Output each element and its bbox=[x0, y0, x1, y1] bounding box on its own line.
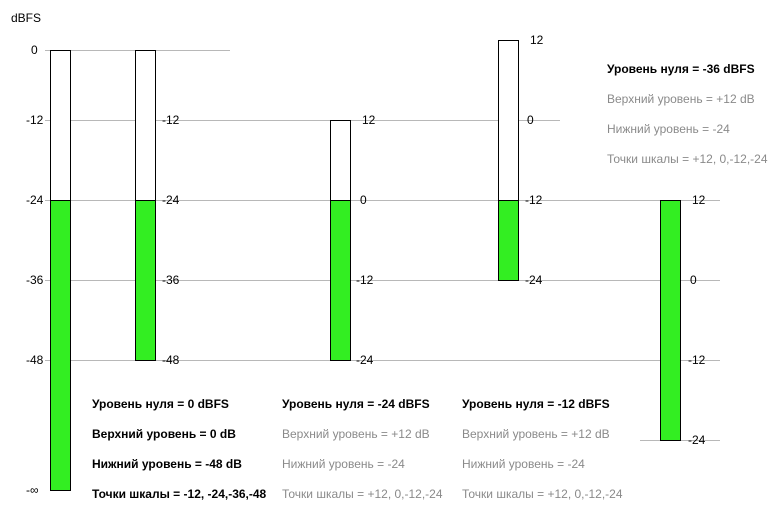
meter-4-tick-0: 12 bbox=[530, 33, 544, 47]
meter-2-tick-4: -48 bbox=[162, 353, 180, 367]
caption-a-zero-level: Уровень нуля = 0 dBFS bbox=[92, 397, 229, 411]
caption-b-zero-level: Уровень нуля = -24 dBFS bbox=[282, 397, 430, 411]
meter-2-tick-2: -24 bbox=[162, 193, 180, 207]
meter-3-tick-1: 0 bbox=[360, 193, 367, 207]
caption-b-scale-points: Точки шкалы = +12, 0,-12,-24 bbox=[282, 487, 443, 501]
meter-1: 0 -12 -24 -36 -48 -∞ bbox=[26, 43, 71, 497]
meter-5-tick-0: 12 bbox=[692, 193, 706, 207]
meter-1-tick-min: -∞ bbox=[26, 483, 39, 497]
caption-a-upper-level: Верхний уровень = 0 dB bbox=[92, 427, 236, 441]
meter-4-tick-3: -24 bbox=[525, 273, 543, 287]
meter-2: -12 -24 -36 -48 bbox=[135, 50, 180, 367]
caption-c-upper-level: Верхний уровень = +12 dB bbox=[462, 427, 610, 441]
axis-title: dBFS bbox=[11, 11, 41, 25]
meter-4-tick-1: 0 bbox=[527, 113, 534, 127]
caption-c-scale-points: Точки шкалы = +12, 0,-12,-24 bbox=[462, 487, 623, 501]
meter-5-fill bbox=[660, 200, 681, 441]
caption-a-scale-points: Точки шкалы = -12, -24,-36,-48 bbox=[92, 487, 267, 501]
caption-d-upper-level: Верхний уровень = +12 dB bbox=[607, 92, 755, 106]
meter-3-fill bbox=[330, 200, 351, 361]
caption-b-lower-level: Нижний уровень = -24 bbox=[282, 457, 405, 471]
meter-1-tick-0: 0 bbox=[31, 43, 38, 57]
caption-d-zero-level: Уровень нуля = -36 dBFS bbox=[607, 62, 755, 76]
meter-3-tick-2: -12 bbox=[356, 273, 374, 287]
meter-1-tick-3: -36 bbox=[26, 273, 44, 287]
meter-4-tick-2: -12 bbox=[525, 193, 543, 207]
meter-2-tick-3: -36 bbox=[162, 273, 180, 287]
caption-c-lower-level: Нижний уровень = -24 bbox=[462, 457, 585, 471]
caption-d-lower-level: Нижний уровень = -24 bbox=[607, 122, 730, 136]
meter-4-fill bbox=[498, 200, 519, 281]
meter-2-fill bbox=[135, 200, 156, 361]
meter-5-tick-3: -24 bbox=[688, 433, 706, 447]
meter-4: 12 0 -12 -24 bbox=[498, 33, 544, 287]
meter-2-empty bbox=[135, 50, 156, 201]
meter-5: 12 0 -12 -24 bbox=[660, 193, 706, 447]
meter-5-tick-2: -12 bbox=[688, 353, 706, 367]
meter-3: 12 0 -12 -24 bbox=[330, 113, 376, 367]
meter-1-tick-2: -24 bbox=[26, 193, 44, 207]
meter-1-fill bbox=[50, 200, 71, 491]
meter-3-tick-3: -24 bbox=[356, 353, 374, 367]
meter-1-empty bbox=[50, 50, 71, 201]
caption-a-lower-level: Нижний уровень = -48 dB bbox=[92, 457, 242, 471]
meter-4-empty bbox=[498, 40, 519, 201]
caption-b-upper-level: Верхний уровень = +12 dB bbox=[282, 427, 430, 441]
meter-5-tick-1: 0 bbox=[690, 273, 697, 287]
meter-1-tick-4: -48 bbox=[26, 353, 44, 367]
caption-d-scale-points: Точки шкалы = +12, 0,-12,-24 bbox=[607, 152, 768, 166]
meter-2-tick-1: -12 bbox=[162, 113, 180, 127]
meter-1-tick-1: -12 bbox=[26, 113, 44, 127]
meter-3-tick-0: 12 bbox=[362, 113, 376, 127]
meter-3-empty bbox=[330, 120, 351, 201]
caption-c-zero-level: Уровень нуля = -12 dBFS bbox=[462, 397, 610, 411]
